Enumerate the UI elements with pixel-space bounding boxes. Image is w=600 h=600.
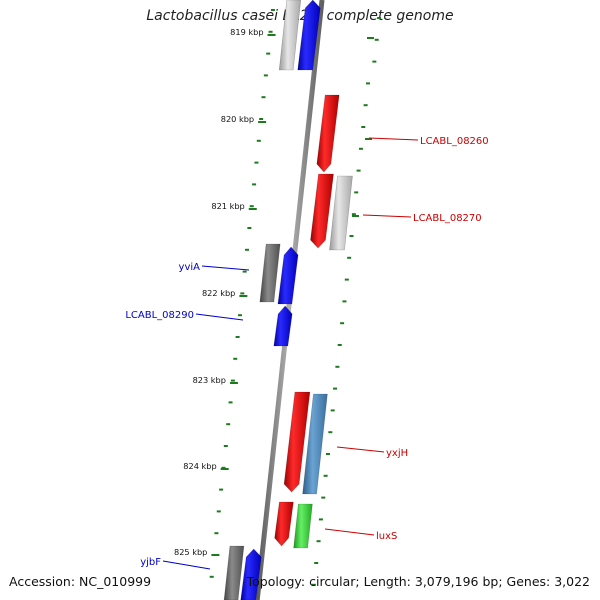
gene-gray-dark (223, 545, 245, 600)
gene-forward (274, 501, 294, 547)
gene-reverse (297, 0, 321, 71)
green-tick-layer (209, 9, 382, 586)
gene-gray-dark (259, 243, 281, 303)
gene-gray (278, 0, 302, 71)
gene-label-layer: LCABL_08260 LCABL_08270 yviA LCABL_08290yxj… (125, 136, 489, 570)
gene-label: luxS (376, 531, 397, 542)
gene-forward (310, 173, 334, 249)
gene-steel (302, 393, 328, 495)
accession-text: Accession: NC_010999 (9, 574, 152, 589)
scale-label: 820 kbp (221, 114, 254, 124)
gene-leader-line (362, 214, 412, 218)
gene-leader-line (201, 265, 250, 271)
gene-label: yjbF (140, 557, 161, 568)
gene-forward (316, 94, 340, 173)
genes-layer (223, 0, 353, 600)
map-title: Lactobacillus casei BL23, complete genom… (146, 8, 454, 24)
scale-label: 824 kbp (183, 461, 216, 471)
scale-label: 821 kbp (211, 201, 244, 211)
genome-summary-text: Topology: circular; Length: 3,079,196 bp… (246, 574, 590, 589)
gene-label: yxjH (386, 448, 408, 459)
gene-green (293, 503, 313, 549)
scale-label: 823 kbp (193, 375, 226, 385)
gene-leader-line (336, 446, 385, 453)
scale-label: 819 kbp (230, 27, 263, 37)
scale-label: 825 kbp (174, 547, 207, 557)
gene-leader-line (324, 528, 375, 536)
gene-forward (283, 391, 311, 493)
gene-leader-line (195, 313, 244, 321)
gene-reverse (273, 305, 293, 347)
gene-leader-line (368, 137, 419, 141)
gene-reverse (277, 246, 299, 305)
scale-layer: 819 kbp 820 kbp 821 kbp 822 kbp 823 kbp 824 k… (174, 27, 374, 557)
gene-label: LCABL_08290 (125, 310, 194, 321)
gene-gray (329, 175, 353, 251)
gene-reverse (240, 548, 262, 600)
scale-label: 822 kbp (202, 288, 235, 298)
gene-label: LCABL_08260 (420, 136, 489, 147)
gene-label: LCABL_08270 (413, 213, 482, 224)
gene-label: yviA (179, 262, 201, 273)
gene-leader-line (162, 560, 211, 570)
